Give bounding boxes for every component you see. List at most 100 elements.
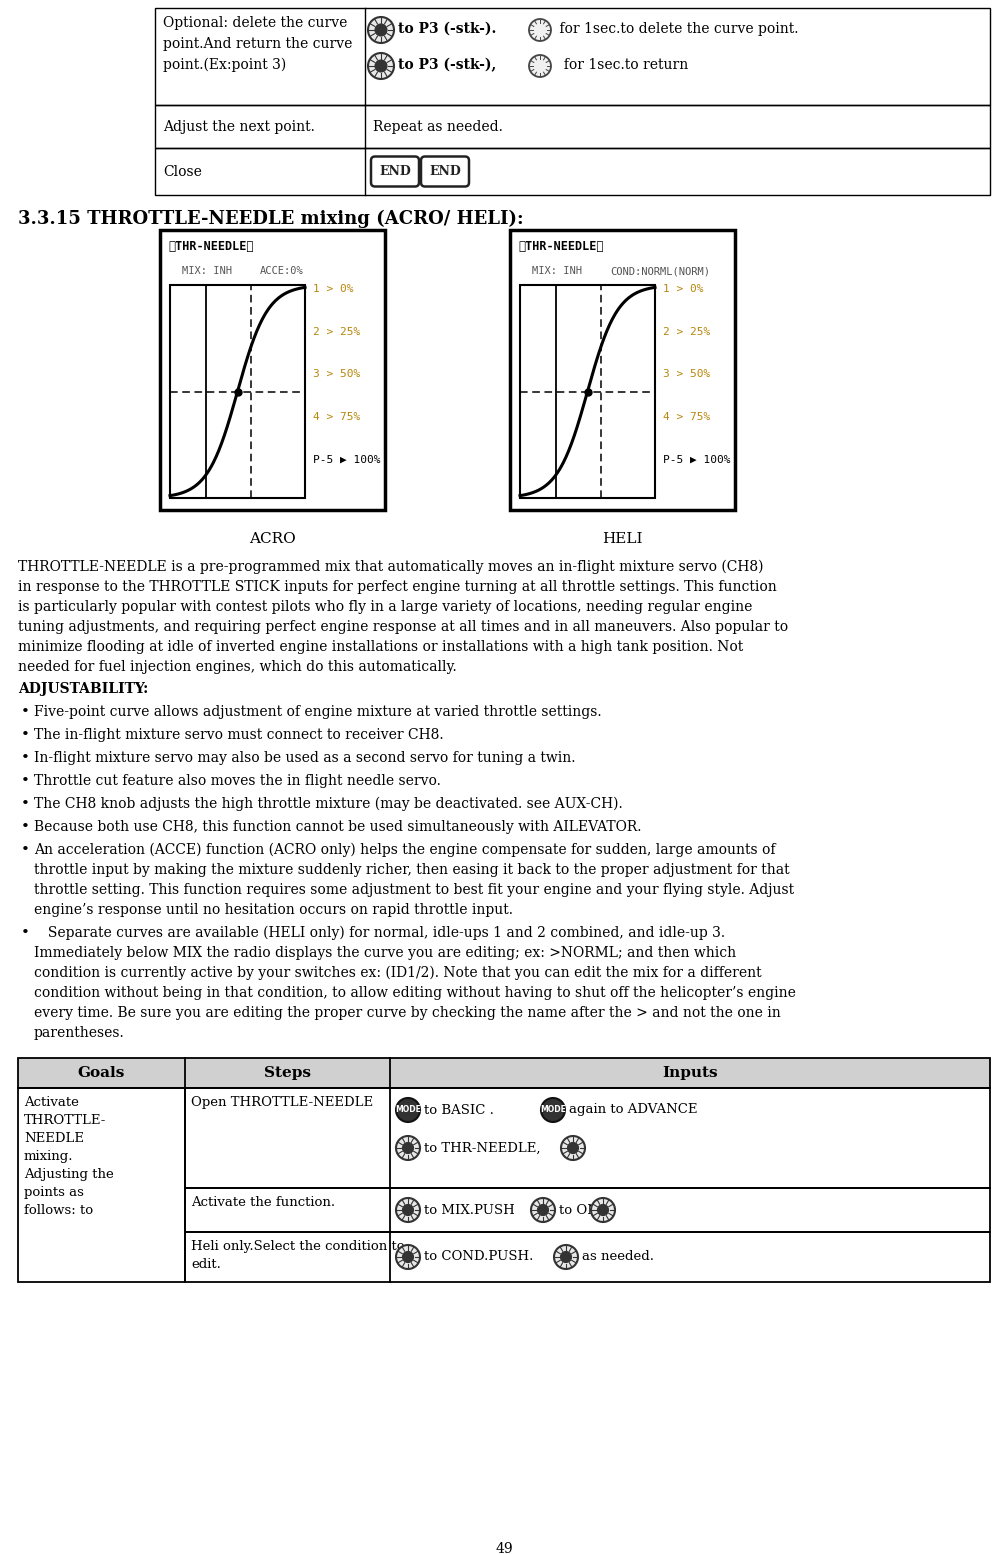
Text: 3 > 50%: 3 > 50% <box>663 370 711 379</box>
Text: The CH8 knob adjusts the high throttle mixture (may be deactivated. see AUX-CH).: The CH8 knob adjusts the high throttle m… <box>34 797 623 811</box>
Text: 3 > 50%: 3 > 50% <box>313 370 360 379</box>
Text: ADJUSTABILITY:: ADJUSTABILITY: <box>18 682 148 696</box>
Text: 【THR-NEEDLE】: 【THR-NEEDLE】 <box>518 239 604 253</box>
Text: to COND.PUSH.: to COND.PUSH. <box>424 1251 533 1263</box>
Circle shape <box>529 19 551 40</box>
Text: END: END <box>379 165 411 179</box>
Circle shape <box>375 25 387 36</box>
Circle shape <box>560 1251 572 1262</box>
Text: engine’s response until no hesitation occurs on rapid throttle input.: engine’s response until no hesitation oc… <box>34 903 513 917</box>
Text: MODE: MODE <box>395 1105 421 1114</box>
Text: condition without being in that condition, to allow editing without having to sh: condition without being in that conditio… <box>34 985 796 1001</box>
Circle shape <box>368 17 394 44</box>
Text: Adjust the next point.: Adjust the next point. <box>163 120 314 134</box>
Text: to P3 (-stk-).: to P3 (-stk-). <box>398 22 496 36</box>
Text: •: • <box>21 842 30 856</box>
Bar <box>160 230 385 510</box>
Text: 4 > 75%: 4 > 75% <box>313 412 360 423</box>
Circle shape <box>554 1245 578 1270</box>
Text: minimize flooding at idle of inverted engine installations or installations with: minimize flooding at idle of inverted en… <box>18 640 743 654</box>
Bar <box>18 1088 185 1282</box>
Text: •: • <box>21 926 30 940</box>
Text: 3.3.15 THROTTLE-NEEDLE mixing (ACRO/ HELI):: 3.3.15 THROTTLE-NEEDLE mixing (ACRO/ HEL… <box>18 210 523 228</box>
Text: for 1sec.to return: for 1sec.to return <box>555 57 688 71</box>
Circle shape <box>541 1099 565 1122</box>
Circle shape <box>598 1204 609 1215</box>
Circle shape <box>537 1204 548 1215</box>
Bar <box>155 148 990 194</box>
Text: 2 > 25%: 2 > 25% <box>313 326 360 337</box>
Circle shape <box>396 1099 420 1122</box>
Text: •: • <box>21 706 30 720</box>
Circle shape <box>402 1204 413 1215</box>
Text: •: • <box>21 821 30 834</box>
Text: 1 > 0%: 1 > 0% <box>663 284 704 294</box>
Circle shape <box>368 53 394 79</box>
Text: every time. Be sure you are editing the proper curve by checking the name after : every time. Be sure you are editing the … <box>34 1005 781 1019</box>
Text: throttle setting. This function requires some adjustment to best fit your engine: throttle setting. This function requires… <box>34 883 794 897</box>
Text: Goals: Goals <box>78 1066 125 1080</box>
Text: Five-point curve allows adjustment of engine mixture at varied throttle settings: Five-point curve allows adjustment of en… <box>34 706 602 720</box>
Circle shape <box>396 1245 420 1270</box>
Text: Separate curves are available (HELI only) for normal, idle-ups 1 and 2 combined,: Separate curves are available (HELI only… <box>34 926 725 940</box>
Text: 49: 49 <box>495 1542 513 1554</box>
Text: Immediately below MIX the radio displays the curve you are editing; ex: >NORML; : Immediately below MIX the radio displays… <box>34 946 736 960</box>
Text: COND:NORML(NORM): COND:NORML(NORM) <box>610 266 710 277</box>
Text: to MIX.PUSH: to MIX.PUSH <box>424 1203 515 1217</box>
Text: MIX: INH: MIX: INH <box>182 266 232 277</box>
Text: to P3 (-stk-),: to P3 (-stk-), <box>398 57 506 71</box>
Bar <box>185 1232 990 1282</box>
Text: Heli only.Select the condition to
edit.: Heli only.Select the condition to edit. <box>191 1240 404 1271</box>
Circle shape <box>402 1142 413 1153</box>
Text: Open THROTTLE-NEEDLE: Open THROTTLE-NEEDLE <box>191 1096 373 1110</box>
Text: Close: Close <box>163 165 202 179</box>
Circle shape <box>591 1198 615 1221</box>
Text: Inputs: Inputs <box>662 1066 718 1080</box>
Text: ACCE:0%: ACCE:0% <box>260 266 303 277</box>
Text: MIX: INH: MIX: INH <box>532 266 582 277</box>
Text: •: • <box>21 797 30 811</box>
Text: P-5 ▶ 100%: P-5 ▶ 100% <box>663 455 731 465</box>
Text: as needed.: as needed. <box>582 1251 654 1263</box>
Text: THROTTLE-NEEDLE is a pre-programmed mix that automatically moves an in-flight mi: THROTTLE-NEEDLE is a pre-programmed mix … <box>18 559 763 575</box>
Bar <box>185 1187 990 1232</box>
Text: ACRO: ACRO <box>249 531 296 545</box>
Text: •: • <box>21 751 30 765</box>
Text: 【THR-NEEDLE】: 【THR-NEEDLE】 <box>168 239 253 253</box>
Bar <box>155 8 990 106</box>
Text: 4 > 75%: 4 > 75% <box>663 412 711 423</box>
Text: MODE: MODE <box>540 1105 565 1114</box>
Text: parentheses.: parentheses. <box>34 1026 125 1040</box>
Text: for 1sec.to delete the curve point.: for 1sec.to delete the curve point. <box>555 22 798 36</box>
Bar <box>185 1088 990 1187</box>
Text: again to ADVANCE: again to ADVANCE <box>569 1103 698 1116</box>
Text: Steps: Steps <box>264 1066 311 1080</box>
Circle shape <box>568 1142 579 1153</box>
Bar <box>18 1058 990 1088</box>
Text: Because both use CH8, this function cannot be used simultaneously with AILEVATOR: Because both use CH8, this function cann… <box>34 821 641 834</box>
Text: is particularly popular with contest pilots who fly in a large variety of locati: is particularly popular with contest pil… <box>18 600 752 614</box>
Text: 1 > 0%: 1 > 0% <box>313 284 354 294</box>
Bar <box>520 284 655 497</box>
Text: condition is currently active by your switches ex: (ID1/2). Note that you can ed: condition is currently active by your sw… <box>34 967 762 981</box>
Text: In-flight mixture servo may also be used as a second servo for tuning a twin.: In-flight mixture servo may also be used… <box>34 751 576 765</box>
Circle shape <box>396 1136 420 1159</box>
Text: to BASIC .: to BASIC . <box>424 1103 502 1116</box>
Text: to THR-NEEDLE,: to THR-NEEDLE, <box>424 1142 540 1155</box>
Text: to ON.: to ON. <box>559 1203 602 1217</box>
Text: throttle input by making the mixture suddenly richer, then easing it back to the: throttle input by making the mixture sud… <box>34 862 789 876</box>
Circle shape <box>375 61 387 71</box>
Circle shape <box>529 54 551 78</box>
Text: Activate
THROTTLE-
NEEDLE
mixing.
Adjusting the
points as
follows: to: Activate THROTTLE- NEEDLE mixing. Adjust… <box>24 1096 114 1217</box>
Text: tuning adjustments, and requiring perfect engine response at all times and in al: tuning adjustments, and requiring perfec… <box>18 620 788 634</box>
Circle shape <box>396 1198 420 1221</box>
Bar <box>510 230 735 510</box>
Circle shape <box>531 1198 555 1221</box>
Text: needed for fuel injection engines, which do this automatically.: needed for fuel injection engines, which… <box>18 660 457 674</box>
Text: P-5 ▶ 100%: P-5 ▶ 100% <box>313 455 380 465</box>
Text: •: • <box>21 774 30 788</box>
Text: HELI: HELI <box>602 531 643 545</box>
Text: •: • <box>21 727 30 741</box>
Text: 2 > 25%: 2 > 25% <box>663 326 711 337</box>
Text: END: END <box>429 165 461 179</box>
